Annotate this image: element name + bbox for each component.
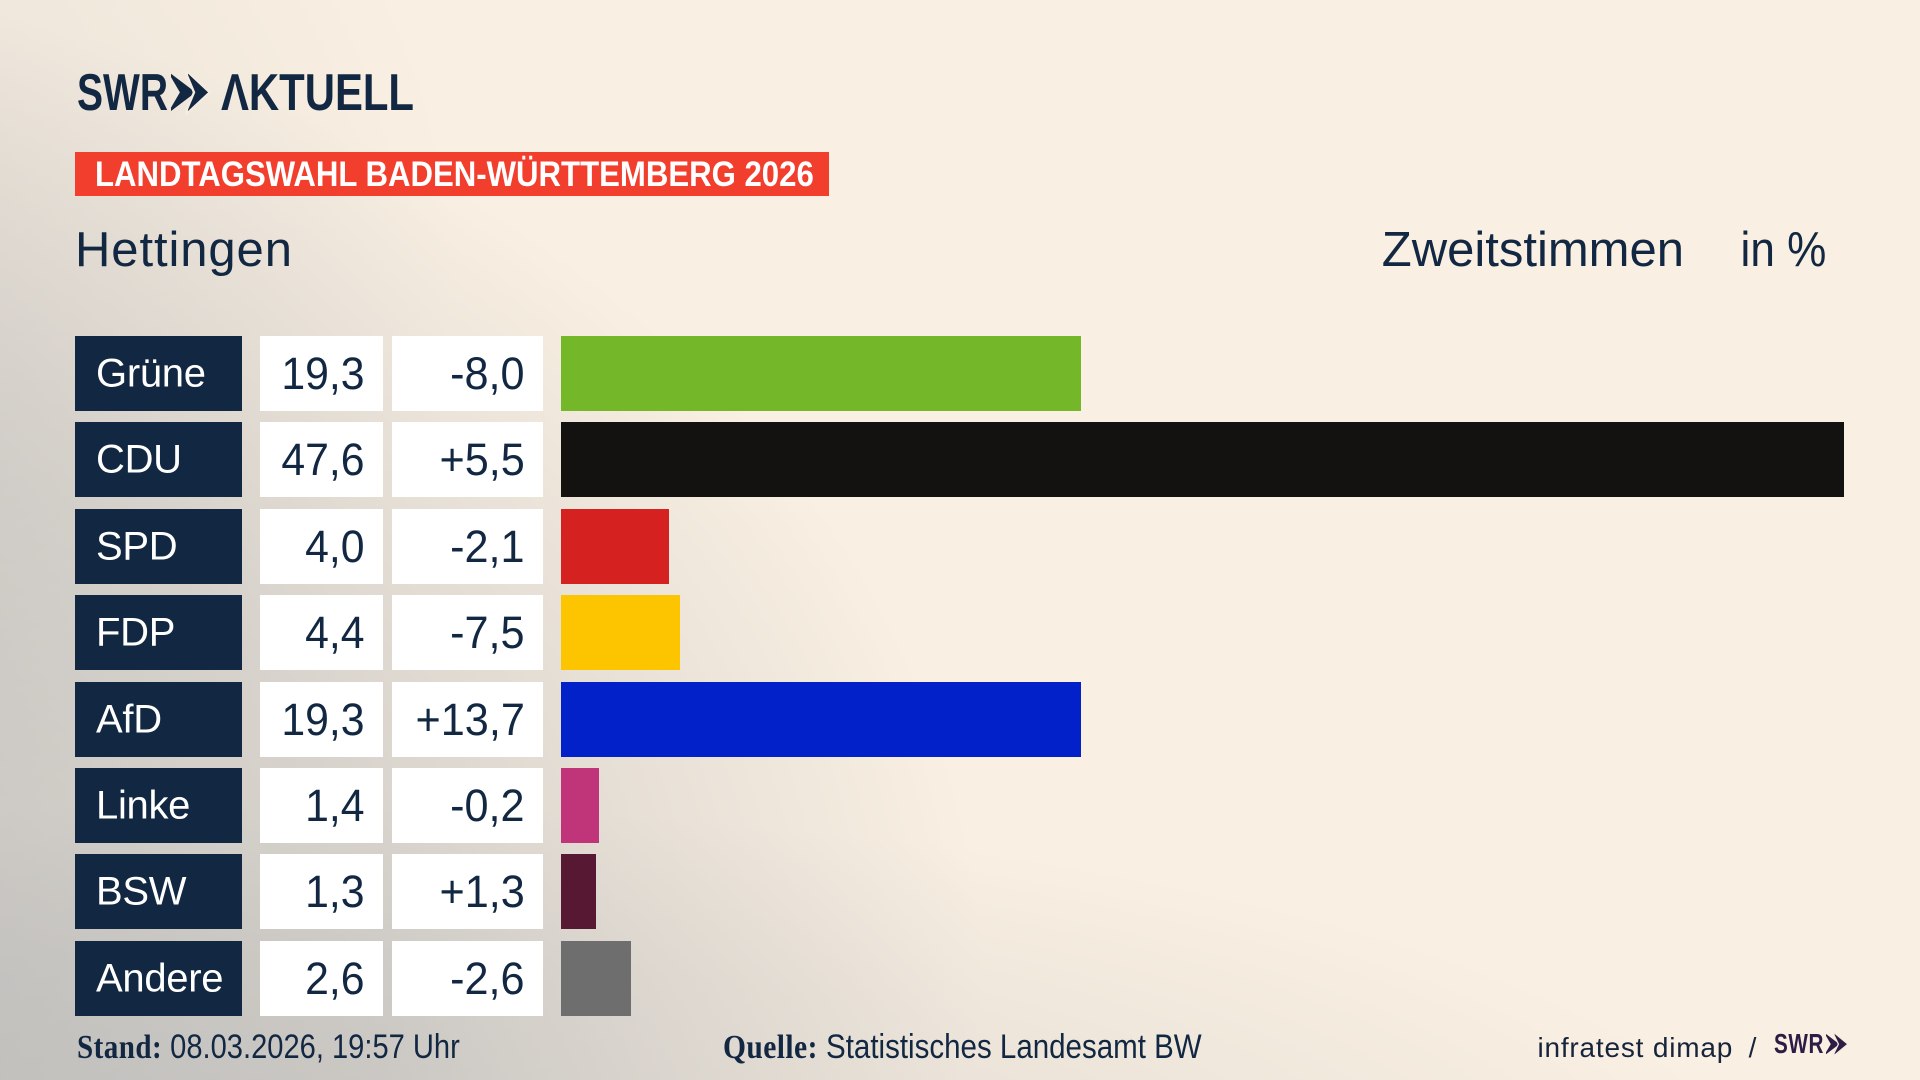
svg-text:SWR: SWR [1774,1032,1824,1059]
svg-text:SWR: SWR [77,70,168,122]
svg-text:ΛKTUELL: ΛKTUELL [221,70,414,122]
